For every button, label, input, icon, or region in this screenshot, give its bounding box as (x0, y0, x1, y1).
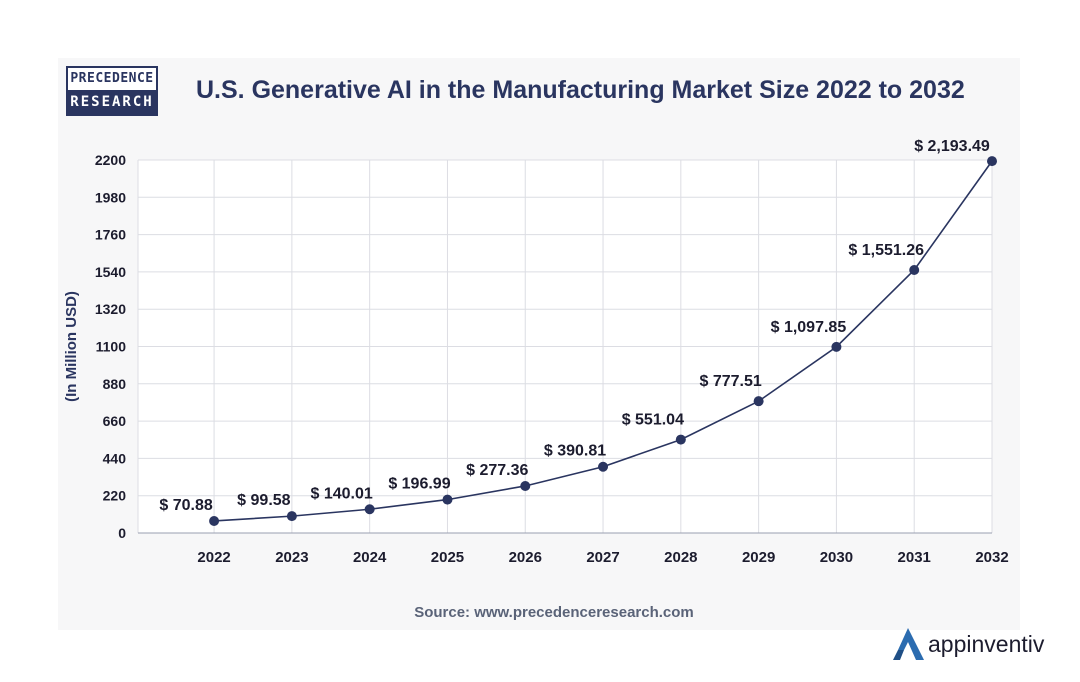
logo-line-1: PRECEDENCE (70, 71, 154, 86)
y-tick-label: 220 (103, 488, 127, 504)
y-tick-label: 1760 (95, 227, 126, 243)
brand-name: appinventiv (928, 630, 1045, 657)
data-point (675, 434, 686, 445)
y-tick-label: 1100 (96, 339, 127, 355)
data-point (442, 494, 453, 505)
data-label: $ 777.51 (699, 373, 761, 390)
logo-line-2: RESEARCH (68, 90, 156, 114)
x-tick-label: 2023 (275, 549, 308, 566)
y-tick-label: 1320 (95, 301, 126, 317)
data-label: $ 277.36 (466, 462, 528, 479)
data-label: $ 1,097.85 (771, 319, 847, 336)
data-label: $ 140.01 (311, 485, 373, 502)
data-point (753, 396, 764, 407)
y-tick-label: 2200 (95, 152, 126, 168)
x-tick-label: 2024 (353, 549, 387, 566)
data-label: $ 390.81 (544, 443, 606, 460)
y-tick-label: 1980 (95, 189, 126, 205)
data-label: $ 1,551.26 (848, 242, 924, 259)
data-label: $ 70.88 (159, 497, 212, 514)
y-tick-label: 440 (103, 450, 127, 466)
data-point (209, 515, 220, 526)
x-tick-label: 2031 (898, 549, 931, 566)
data-point (364, 504, 375, 515)
x-tick-label: 2022 (197, 549, 230, 566)
y-tick-label: 1540 (95, 264, 126, 280)
appinventiv-logo-icon (893, 628, 924, 660)
x-tick-label: 2030 (820, 549, 853, 566)
appinventiv-brand: appinventiv (890, 624, 1044, 664)
y-axis-label: (In Million USD) (63, 291, 80, 402)
data-label: $ 196.99 (388, 476, 450, 493)
data-point (831, 341, 842, 352)
data-point (286, 511, 297, 522)
x-tick-label: 2026 (509, 549, 542, 566)
precedence-research-logo: PRECEDENCE RESEARCH (66, 66, 158, 116)
chart-title: U.S. Generative AI in the Manufacturing … (196, 76, 965, 104)
x-tick-label: 2027 (586, 549, 619, 566)
data-label: $ 2,193.49 (914, 138, 990, 155)
x-tick-label: 2025 (431, 549, 464, 566)
y-tick-label: 660 (103, 413, 127, 429)
data-point (598, 461, 609, 472)
data-point (987, 156, 997, 167)
data-label: $ 99.58 (237, 492, 290, 509)
data-point (909, 264, 920, 275)
y-tick-label: 0 (118, 525, 126, 541)
x-tick-label: 2028 (664, 549, 697, 566)
data-label: $ 551.04 (622, 412, 684, 429)
x-tick-label: 2032 (975, 549, 1008, 566)
x-tick-label: 2029 (742, 549, 775, 566)
data-point (520, 480, 531, 491)
y-tick-label: 880 (103, 376, 127, 392)
source-note: Source: www.precedenceresearch.com (414, 604, 694, 621)
